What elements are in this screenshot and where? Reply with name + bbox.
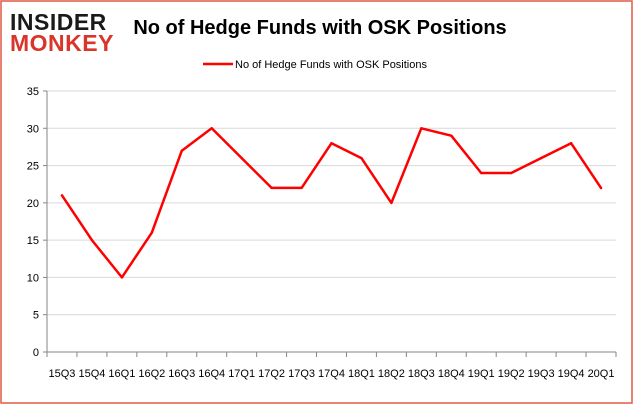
data-point — [60, 194, 64, 197]
y-tick-label: 10 — [27, 272, 39, 284]
data-point — [210, 127, 213, 130]
y-tick-label: 25 — [27, 161, 39, 173]
y-axis-ticks: 0 5 10 15 20 25 30 35 — [27, 86, 47, 359]
y-tick-label: 15 — [27, 235, 39, 247]
x-tick-label: 16Q4 — [198, 368, 225, 380]
x-tick-label: 17Q3 — [288, 368, 315, 380]
axes — [46, 91, 616, 353]
x-tick-label: 19Q2 — [498, 368, 525, 380]
data-point — [180, 149, 183, 152]
series-layer — [60, 127, 603, 279]
chart-title: No of Hedge Funds with OSK Positions — [133, 17, 506, 39]
data-point — [270, 186, 273, 190]
x-tick-label: 16Q1 — [108, 368, 135, 380]
data-point — [420, 127, 423, 130]
insider-monkey-logo: INSIDER MONKEY — [10, 9, 114, 56]
legend-label: No of Hedge Funds with OSK Positions — [235, 59, 427, 71]
x-tick-label: 18Q3 — [408, 368, 435, 380]
y-tick-label: 0 — [33, 347, 39, 359]
legend: No of Hedge Funds with OSK Positions — [203, 59, 427, 71]
data-point — [90, 238, 94, 242]
data-point — [300, 186, 303, 190]
data-point — [240, 156, 243, 160]
data-point — [390, 201, 393, 205]
x-tick-label: 15Q3 — [49, 368, 76, 380]
x-tick-label: 17Q1 — [228, 368, 255, 380]
x-tick-label: 19Q3 — [528, 368, 555, 380]
x-tick-label: 18Q1 — [348, 368, 375, 380]
data-point — [599, 186, 603, 190]
x-tick-label: 19Q1 — [468, 368, 495, 380]
gridlines — [47, 90, 616, 316]
logo-line-2: MONKEY — [10, 30, 114, 56]
x-tick-label: 16Q2 — [138, 368, 165, 380]
x-tick-label: 19Q4 — [558, 368, 585, 380]
data-point — [480, 171, 483, 175]
x-tick-label: 18Q4 — [438, 368, 465, 380]
x-tick-label: 18Q2 — [378, 368, 405, 380]
x-tick-label: 16Q3 — [168, 368, 195, 380]
data-point — [150, 231, 154, 234]
x-tick-label: 17Q2 — [258, 368, 285, 380]
data-point — [450, 134, 453, 137]
x-tick-label: 17Q4 — [318, 368, 345, 380]
y-tick-label: 20 — [27, 198, 39, 210]
data-point — [120, 276, 124, 279]
x-axis-ticks: 15Q3 15Q4 16Q1 16Q2 16Q3 16Q4 17Q1 17Q2 17Q3 17Q4… — [46, 352, 617, 380]
y-tick-label: 30 — [27, 123, 39, 135]
logo-line-1: INSIDER — [10, 9, 107, 35]
data-point — [509, 171, 513, 175]
y-tick-label: 5 — [33, 310, 39, 322]
data-point — [360, 156, 363, 160]
x-tick-label: 15Q4 — [78, 368, 105, 380]
data-point — [330, 142, 333, 145]
data-point — [539, 156, 543, 160]
data-point — [569, 142, 573, 145]
x-tick-label: 20Q1 — [588, 368, 615, 380]
y-tick-label: 35 — [27, 86, 39, 98]
